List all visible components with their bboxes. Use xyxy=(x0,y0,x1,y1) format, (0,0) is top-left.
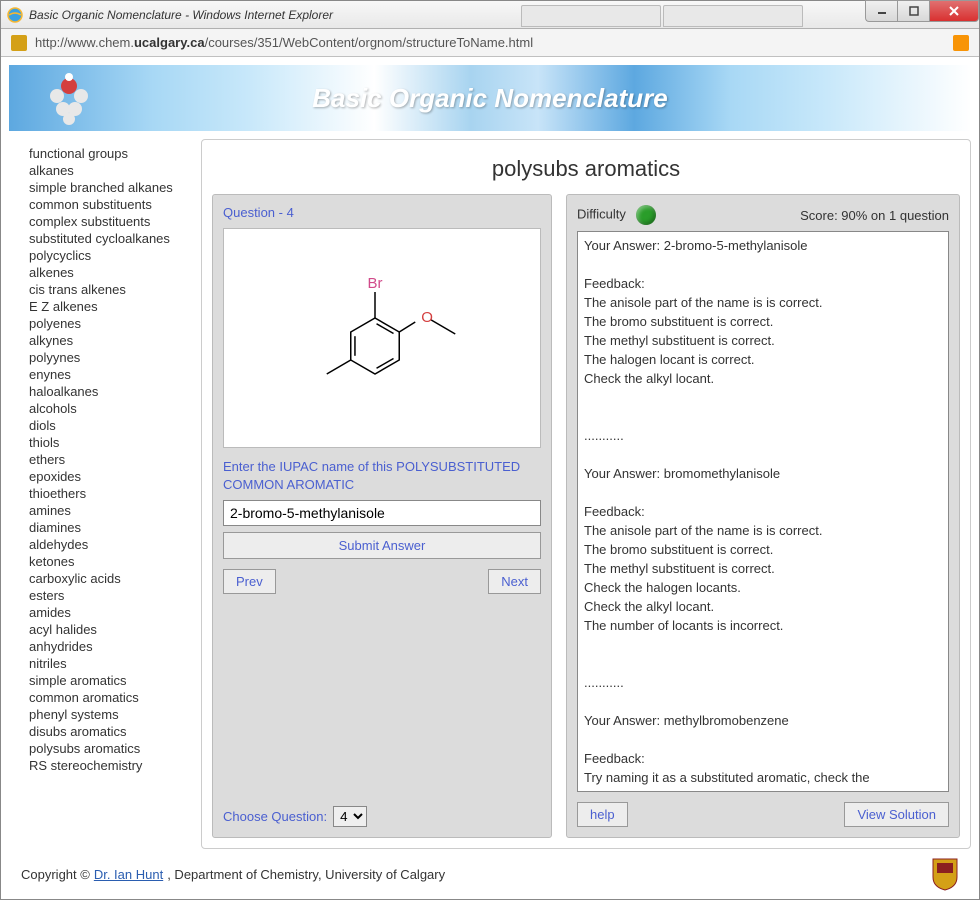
sidebar-item[interactable]: aldehydes xyxy=(29,536,189,553)
next-button[interactable]: Next xyxy=(488,569,541,594)
svg-text:Br: Br xyxy=(368,275,383,292)
window-controls xyxy=(865,0,979,22)
sidebar-item[interactable]: acyl halides xyxy=(29,621,189,638)
feedback-textarea[interactable]: Your Answer: 2-bromo-5-methylanisole Fee… xyxy=(577,231,949,792)
university-crest-icon xyxy=(931,857,959,891)
page-body: functional groupsalkanessimple branched … xyxy=(1,139,979,849)
molecule-icon xyxy=(39,71,99,126)
sidebar-item[interactable]: ethers xyxy=(29,451,189,468)
sidebar-item[interactable]: E Z alkenes xyxy=(29,298,189,315)
sidebar-item[interactable]: alkanes xyxy=(29,162,189,179)
difficulty-label: Difficulty xyxy=(577,206,626,221)
sidebar-item[interactable]: carboxylic acids xyxy=(29,570,189,587)
answer-input[interactable] xyxy=(223,500,541,526)
feedback-panel: Difficulty Score: 90% on 1 question Your… xyxy=(566,194,960,838)
window-title: Basic Organic Nomenclature - Windows Int… xyxy=(29,8,973,22)
sidebar-item[interactable]: amines xyxy=(29,502,189,519)
sidebar-item[interactable]: ketones xyxy=(29,553,189,570)
copyright-suffix: , Department of Chemistry, University of… xyxy=(167,867,445,882)
submit-answer-button[interactable]: Submit Answer xyxy=(223,532,541,559)
question-prompt: Enter the IUPAC name of this POLYSUBSTIT… xyxy=(223,458,541,494)
svg-text:O: O xyxy=(421,309,433,326)
prev-button[interactable]: Prev xyxy=(223,569,276,594)
ie-icon xyxy=(7,7,23,23)
sidebar-item[interactable]: thioethers xyxy=(29,485,189,502)
sidebar-item[interactable]: substituted cycloalkanes xyxy=(29,230,189,247)
sidebar-item[interactable]: anhydrides xyxy=(29,638,189,655)
footer: Copyright © Dr. Ian Hunt , Department of… xyxy=(1,849,979,899)
url-path: /courses/351/WebContent/orgnom/structure… xyxy=(205,35,534,50)
addressbar[interactable]: http://www.chem.ucalgary.ca/courses/351/… xyxy=(1,29,979,57)
background-tab[interactable] xyxy=(521,5,661,27)
choose-question-select[interactable]: 4 xyxy=(333,806,367,827)
choose-question-label: Choose Question: xyxy=(223,809,327,824)
sidebar-item[interactable]: diamines xyxy=(29,519,189,536)
view-solution-button[interactable]: View Solution xyxy=(844,802,949,827)
structure-canvas: Br O xyxy=(223,228,541,448)
copyright-prefix: Copyright © xyxy=(21,867,90,882)
minimize-button[interactable] xyxy=(865,0,897,22)
panels: Question - 4 Br O Enter the IUPAC name of… xyxy=(212,194,960,838)
sidebar-item[interactable]: cis trans alkenes xyxy=(29,281,189,298)
sidebar-item[interactable]: nitriles xyxy=(29,655,189,672)
sidebar-item[interactable]: polyenes xyxy=(29,315,189,332)
sidebar-item[interactable]: RS stereochemistry xyxy=(29,757,189,774)
background-tab[interactable] xyxy=(663,5,803,27)
sidebar-item[interactable]: common aromatics xyxy=(29,689,189,706)
sidebar-item[interactable]: common substituents xyxy=(29,196,189,213)
difficulty-indicator-icon xyxy=(636,205,656,225)
url-host: ucalgary.ca xyxy=(134,35,205,50)
rss-icon[interactable] xyxy=(953,35,969,51)
sidebar-item[interactable]: alcohols xyxy=(29,400,189,417)
banner: Basic Organic Nomenclature xyxy=(9,65,971,131)
sidebar-item[interactable]: enynes xyxy=(29,366,189,383)
main-panel: polysubs aromatics Question - 4 Br O Ente… xyxy=(201,139,971,849)
score-text: Score: 90% on 1 question xyxy=(800,208,949,223)
feedback-footer: help View Solution xyxy=(577,802,949,827)
site-favicon xyxy=(11,35,27,51)
sidebar-item[interactable]: functional groups xyxy=(29,145,189,162)
background-tabs xyxy=(521,5,803,27)
author-link[interactable]: Dr. Ian Hunt xyxy=(94,867,163,882)
titlebar: Basic Organic Nomenclature - Windows Int… xyxy=(1,1,979,29)
nav-row: Prev Next xyxy=(223,569,541,594)
feedback-header: Difficulty Score: 90% on 1 question xyxy=(577,205,949,225)
sidebar-item[interactable]: haloalkanes xyxy=(29,383,189,400)
choose-question-row: Choose Question: 4 xyxy=(223,806,541,827)
maximize-button[interactable] xyxy=(897,0,929,22)
sidebar-item[interactable]: thiols xyxy=(29,434,189,451)
close-button[interactable] xyxy=(929,0,979,22)
sidebar-item[interactable]: alkenes xyxy=(29,264,189,281)
difficulty-group: Difficulty xyxy=(577,205,656,225)
sidebar-item[interactable]: amides xyxy=(29,604,189,621)
sidebar-item[interactable]: alkynes xyxy=(29,332,189,349)
help-button[interactable]: help xyxy=(577,802,628,827)
sidebar-item[interactable]: complex substituents xyxy=(29,213,189,230)
sidebar-item[interactable]: simple branched alkanes xyxy=(29,179,189,196)
sidebar-item[interactable]: phenyl systems xyxy=(29,706,189,723)
browser-window: Basic Organic Nomenclature - Windows Int… xyxy=(0,0,980,900)
url-display: http://www.chem.ucalgary.ca/courses/351/… xyxy=(35,35,953,50)
banner-title: Basic Organic Nomenclature xyxy=(99,83,881,114)
url-prefix: http://www.chem. xyxy=(35,35,134,50)
sidebar-item[interactable]: esters xyxy=(29,587,189,604)
sidebar-item[interactable]: polyynes xyxy=(29,349,189,366)
sidebar-item[interactable]: disubs aromatics xyxy=(29,723,189,740)
sidebar-item[interactable]: polysubs aromatics xyxy=(29,740,189,757)
question-panel: Question - 4 Br O Enter the IUPAC name of… xyxy=(212,194,552,838)
sidebar: functional groupsalkanessimple branched … xyxy=(9,139,189,849)
page-heading: polysubs aromatics xyxy=(212,156,960,182)
molecule-structure: Br O xyxy=(287,268,477,408)
sidebar-item[interactable]: diols xyxy=(29,417,189,434)
sidebar-item[interactable]: epoxides xyxy=(29,468,189,485)
sidebar-item[interactable]: simple aromatics xyxy=(29,672,189,689)
question-number-label: Question - 4 xyxy=(223,205,541,220)
sidebar-item[interactable]: polycyclics xyxy=(29,247,189,264)
